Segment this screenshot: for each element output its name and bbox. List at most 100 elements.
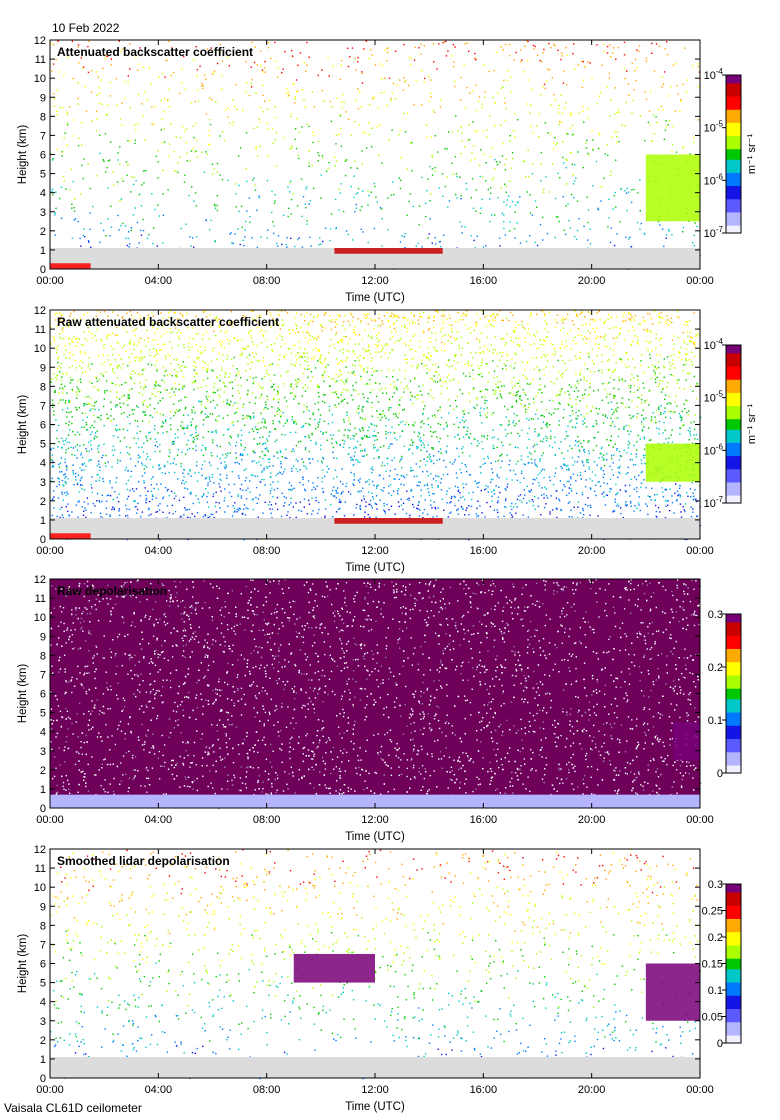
speckle-dot — [379, 63, 382, 65]
speckle-dot — [277, 235, 280, 237]
speckle-dot — [529, 491, 531, 493]
speckle-dot — [154, 364, 156, 367]
speckle-dot — [513, 59, 516, 61]
speckle-dot — [219, 507, 221, 509]
speckle-dot — [104, 133, 107, 135]
speckle-dot — [475, 189, 478, 191]
speckle-dot — [69, 352, 71, 354]
speckle-dot — [628, 425, 631, 427]
speckle-dot — [591, 359, 594, 362]
speckle-dot — [508, 43, 511, 46]
speckle-dot — [377, 340, 379, 343]
speckle-dot — [431, 486, 433, 489]
speckle-dot — [195, 236, 198, 238]
speckle-dot — [231, 325, 233, 327]
speckle-dot — [95, 376, 97, 378]
speckle-dot — [330, 213, 333, 215]
speckle-dot — [588, 387, 591, 389]
speckle-dot — [177, 429, 179, 431]
speckle-dot — [618, 505, 620, 507]
speckle-dot — [574, 355, 577, 357]
speckle-dot — [76, 457, 78, 459]
speckle-dot — [492, 314, 495, 316]
speckle-dot — [71, 237, 74, 239]
speckle-dot — [308, 162, 310, 164]
speckle-dot — [564, 107, 566, 109]
speckle-dot — [69, 343, 71, 345]
speckle-dot — [463, 64, 465, 66]
speckle-dot — [449, 405, 451, 407]
speckle-dot — [575, 177, 577, 179]
plot-area — [50, 40, 700, 269]
speckle-dot — [476, 130, 479, 132]
speckle-dot — [630, 344, 633, 346]
speckle-dot — [68, 366, 71, 369]
speckle-dot — [635, 79, 637, 82]
speckle-dot — [418, 313, 421, 315]
speckle-dot — [117, 501, 120, 503]
speckle-dot — [251, 361, 253, 364]
speckle-dot — [151, 498, 154, 500]
speckle-dot — [262, 458, 264, 460]
speckle-dot — [128, 342, 130, 344]
speckle-dot — [609, 44, 611, 46]
speckle-dot — [194, 380, 197, 382]
speckle-dot — [450, 501, 452, 503]
speckle-dot — [562, 317, 564, 319]
speckle-dot — [418, 484, 420, 487]
speckle-dot — [561, 360, 564, 362]
speckle-dot — [423, 355, 425, 357]
speckle-dot — [163, 128, 165, 130]
speckle-dot — [526, 103, 528, 105]
speckle-dot — [293, 422, 295, 424]
speckle-dot — [261, 470, 263, 473]
speckle-dot — [618, 388, 620, 390]
speckle-dot — [583, 422, 586, 424]
speckle-dot — [576, 418, 578, 420]
speckle-dot — [549, 513, 551, 515]
colorbar-segment — [726, 188, 741, 192]
speckle-dot — [110, 420, 112, 422]
speckle-dot — [569, 484, 572, 486]
speckle-dot — [110, 401, 112, 404]
speckle-dot — [354, 446, 357, 448]
speckle-dot — [196, 139, 198, 142]
speckle-dot — [295, 362, 297, 364]
speckle-dot — [459, 492, 461, 494]
speckle-dot — [221, 88, 223, 90]
speckle-dot — [184, 174, 186, 176]
speckle-dot — [421, 363, 423, 365]
speckle-dot — [439, 106, 442, 108]
speckle-dot — [560, 509, 562, 511]
speckle-dot — [129, 341, 132, 344]
speckle-dot — [132, 183, 135, 186]
speckle-dot — [87, 403, 90, 405]
speckle-dot — [57, 361, 59, 364]
speckle-dot — [382, 410, 384, 412]
speckle-dot — [389, 431, 392, 434]
speckle-dot — [500, 441, 503, 443]
speckle-dot — [84, 338, 86, 340]
speckle-dot — [336, 97, 338, 99]
speckle-dot — [252, 377, 254, 379]
speckle-dot — [226, 455, 228, 457]
speckle-dot — [109, 514, 111, 516]
speckle-dot — [245, 60, 247, 63]
speckle-dot — [683, 364, 685, 366]
speckle-dot — [263, 478, 265, 481]
speckle-dot — [122, 402, 125, 405]
speckle-dot — [59, 508, 61, 510]
speckle-dot — [243, 244, 245, 247]
speckle-dot — [508, 55, 511, 57]
speckle-dot — [610, 56, 612, 58]
speckle-dot — [306, 468, 308, 470]
speckle-dot — [208, 229, 211, 231]
colorbar-segment — [726, 214, 741, 218]
speckle-dot — [556, 314, 559, 316]
speckle-dot — [321, 157, 324, 159]
speckle-dot — [555, 216, 558, 218]
speckle-dot — [531, 163, 534, 165]
speckle-dot — [384, 512, 386, 514]
speckle-dot — [282, 137, 285, 139]
speckle-dot — [168, 106, 171, 108]
